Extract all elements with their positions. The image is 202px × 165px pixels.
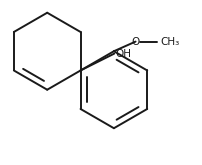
Text: OH: OH bbox=[115, 49, 132, 59]
Text: CH₃: CH₃ bbox=[161, 37, 180, 47]
Text: O: O bbox=[132, 37, 140, 47]
